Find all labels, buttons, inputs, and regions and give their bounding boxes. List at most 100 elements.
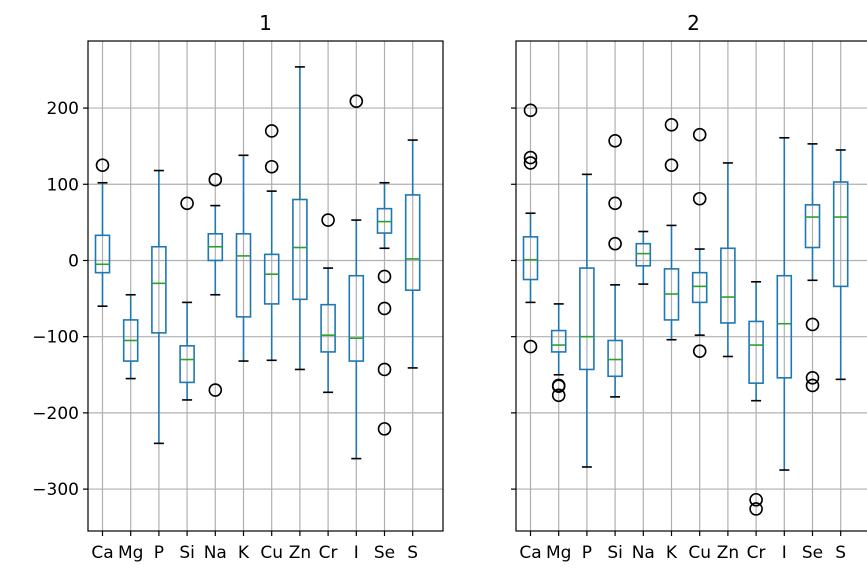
box-body	[691, 271, 708, 304]
box-body	[179, 345, 195, 384]
outlier-point	[208, 383, 223, 397]
panel-2-box-mg	[550, 303, 567, 403]
box-body	[832, 181, 849, 288]
outlier-point	[208, 172, 223, 187]
outlier-point	[551, 388, 566, 403]
panel-1-y-tick-label: −200	[32, 404, 79, 424]
outlier-point	[608, 236, 622, 251]
panel-1-x-tick-label: Cr	[319, 543, 338, 563]
panel-2-x-tick-label: Cu	[688, 543, 711, 563]
panel-2-box-cr	[748, 281, 764, 516]
panel-1-y-tick-labels: 200 100 0 −100 −200 −300	[32, 99, 79, 500]
panel-2-grid	[516, 41, 867, 531]
box-body	[748, 320, 764, 384]
panel-1-box-i	[348, 94, 365, 460]
outlier-point	[349, 94, 364, 109]
panel-2-x-tick-label: K	[666, 543, 678, 563]
box-body	[804, 204, 821, 249]
panel-2-axes	[511, 40, 867, 536]
panel-2-box-zn	[720, 162, 736, 358]
panel-2-box-cu	[691, 127, 708, 358]
panel-2-box-i	[776, 136, 793, 471]
outlier-point	[264, 159, 279, 174]
box-body	[263, 253, 280, 305]
panel-1-y-tick-label: −100	[32, 328, 79, 348]
panel-1-x-tick-label: Na	[204, 543, 227, 563]
panel-1-y-tick-label: 200	[47, 99, 79, 119]
panel-2-x-tick-label: I	[782, 543, 787, 563]
outlier-point	[805, 371, 820, 385]
panel-2-title: 2	[687, 11, 700, 35]
panel-1-box-p	[151, 169, 167, 445]
outlier-point	[805, 317, 820, 332]
outlier-point	[551, 379, 566, 394]
panel-2-frame	[515, 40, 867, 532]
box-body	[320, 303, 336, 353]
outlier-point	[377, 362, 392, 377]
panel-1-box-se	[376, 181, 393, 436]
panel-1-x-tick-label: K	[238, 543, 250, 563]
outlier-point	[180, 196, 194, 211]
panel-1-box-s	[404, 139, 421, 369]
outlier-point	[377, 422, 392, 436]
panel-2-box-ca	[522, 103, 539, 354]
outlier-point	[749, 502, 763, 516]
panel-2-box-p	[579, 173, 595, 468]
panel-1-x-tick-label: I	[354, 543, 359, 563]
box-body	[720, 247, 736, 324]
panel-1-y-tick-label: −300	[32, 480, 79, 500]
panel-1-boxes	[94, 66, 421, 460]
outlier-point	[523, 150, 538, 165]
panel-2-x-tick-label: Si	[607, 543, 623, 563]
panel-2-box-na	[635, 230, 652, 285]
box-body	[235, 232, 252, 318]
panel-2-x-tick-label: Na	[632, 543, 655, 563]
panel-2-box-si	[607, 134, 623, 398]
box-body	[607, 339, 623, 378]
panel-2-x-tick-label: Ca	[519, 543, 541, 563]
outlier-point	[805, 378, 820, 393]
panel-2-x-tick-labels: Ca Mg P Si Na K Cu Zn Cr I Se S	[519, 543, 846, 563]
outlier-point	[664, 158, 679, 173]
panel-1-box-zn	[292, 66, 308, 371]
panel-2-box-se	[804, 143, 821, 393]
panel-2-x-tick-label: Mg	[546, 543, 571, 563]
panel-2-x-tick-label: Cr	[747, 543, 766, 563]
panel-1-x-tick-label: Cu	[260, 543, 283, 563]
panel-2-box-s	[832, 149, 849, 381]
panel-2-x-tick-label: S	[835, 543, 846, 563]
box-body	[94, 234, 111, 274]
outlier-point	[377, 269, 392, 284]
outlier-point	[377, 301, 392, 316]
outlier-point	[692, 344, 707, 358]
panel-1-box-si	[179, 196, 195, 401]
panel-1-x-tick-labels: Ca Mg P Si Na K Cu Zn Cr I Se S	[91, 543, 418, 563]
box-body	[292, 198, 308, 301]
outlier-point	[321, 213, 335, 227]
outlier-point	[95, 158, 110, 173]
box-body	[550, 329, 567, 353]
panel-1-grid	[88, 41, 443, 531]
panel-1-box-cr	[320, 213, 336, 394]
panel-1-x-tick-label: Se	[374, 543, 395, 563]
outlier-point	[523, 103, 538, 118]
panel-1-x-tick-label: Si	[179, 543, 195, 563]
panel-2-x-tick-label: Se	[802, 543, 823, 563]
outlier-point	[523, 156, 538, 170]
box-body	[348, 274, 365, 362]
panel-1-x-tick-label: Mg	[118, 543, 143, 563]
box-body	[404, 194, 421, 291]
panel-1-x-tick-label: Ca	[91, 543, 113, 563]
panel-2-x-tick-label: Zn	[717, 543, 739, 563]
outlier-point	[523, 339, 538, 354]
box-body	[635, 242, 652, 267]
panel-1: 1 Ca Mg P Si Na K Cu Zn Cr I Se S 200 100 0 −100 −200 −3…	[32, 11, 444, 563]
outlier-point	[608, 196, 622, 211]
panel-1-y-tick-label: 0	[68, 251, 79, 271]
panel-1-box-mg	[122, 293, 139, 380]
panel-2: 2 Ca Mg P Si Na K Cu Zn Cr I Se S	[511, 11, 867, 563]
outlier-point	[692, 191, 707, 206]
panel-1-box-cu	[263, 124, 280, 362]
panel-1-x-tick-label: Zn	[289, 543, 311, 563]
